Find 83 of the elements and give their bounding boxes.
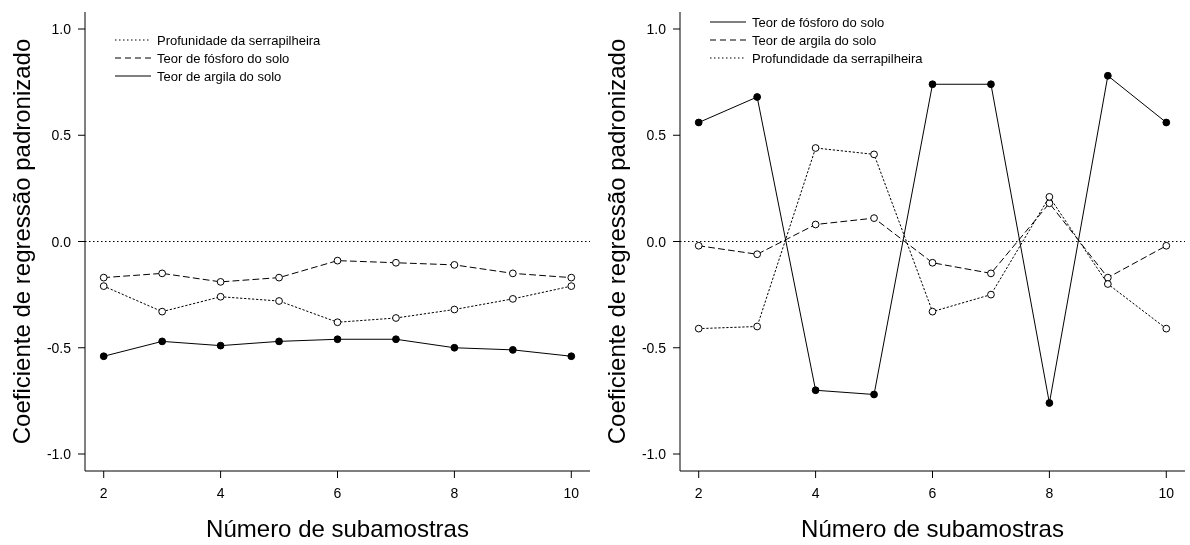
x-tick-label: 10 — [563, 485, 580, 501]
point — [1162, 324, 1171, 333]
point — [870, 150, 878, 159]
point — [1103, 71, 1112, 80]
point — [392, 314, 400, 322]
legend-label: Teor de fósforo do solo — [752, 14, 885, 30]
point — [508, 295, 517, 303]
point — [275, 297, 283, 305]
point — [753, 322, 762, 331]
point — [508, 346, 517, 354]
x-tick-label: 2 — [694, 485, 703, 501]
point — [753, 250, 762, 259]
point — [216, 341, 225, 350]
y-tick-label: 0.0 — [51, 233, 72, 250]
point — [1045, 399, 1054, 407]
point — [567, 273, 576, 282]
x-tick-label: 8 — [1045, 485, 1054, 501]
point — [99, 282, 108, 290]
y-tick-label: 0.5 — [646, 127, 667, 144]
point — [870, 390, 878, 399]
y-tick-label: -1.0 — [641, 446, 667, 462]
point — [158, 307, 167, 316]
point — [275, 337, 283, 346]
legend-label: Teor de fósforo do solo — [157, 50, 290, 66]
point — [392, 258, 400, 267]
point — [99, 273, 108, 282]
point — [567, 282, 576, 290]
x-tick-label: 6 — [333, 485, 342, 501]
y-tick-label: 1.0 — [646, 21, 667, 37]
point — [694, 118, 703, 127]
point — [870, 214, 878, 222]
point — [811, 386, 820, 395]
y-tick-label: -0.5 — [46, 339, 72, 356]
point — [450, 261, 459, 269]
y-tick-label: 0.5 — [51, 127, 72, 144]
point — [928, 307, 937, 316]
point — [99, 352, 108, 361]
point — [811, 220, 820, 229]
y-axis-title: Coeficiente de regressão padronizado — [8, 38, 35, 445]
point — [928, 80, 937, 89]
legend-label: Profunidade da serrapilheira — [157, 32, 322, 48]
point — [333, 335, 342, 344]
point — [158, 337, 167, 346]
point — [694, 324, 703, 333]
point — [1162, 241, 1171, 250]
point — [333, 318, 342, 327]
x-tick-label: 8 — [450, 485, 459, 501]
legend-label: Teor de argila do solo — [752, 32, 877, 48]
x-tick-label: 4 — [811, 485, 820, 501]
point — [987, 290, 995, 299]
point — [333, 256, 342, 265]
point — [1045, 193, 1054, 201]
point — [450, 305, 459, 314]
point — [216, 292, 225, 301]
point — [811, 144, 820, 152]
point — [508, 269, 517, 278]
point — [567, 352, 576, 361]
point — [450, 343, 459, 352]
point — [1103, 280, 1112, 288]
point — [928, 258, 937, 267]
point — [275, 273, 283, 282]
point — [753, 93, 762, 101]
y-tick-label: -1.0 — [46, 446, 72, 462]
point — [1162, 118, 1171, 127]
y-tick-label: -0.5 — [641, 339, 667, 356]
point — [987, 80, 995, 89]
x-tick-label: 2 — [99, 485, 108, 501]
point — [1103, 273, 1112, 282]
x-tick-label: 4 — [216, 485, 225, 501]
point — [216, 278, 225, 286]
legend-label: Teor de argila do solo — [157, 68, 282, 84]
legend-label: Profundidade da serrapilheira — [752, 50, 924, 66]
y-tick-label: 1.0 — [51, 21, 72, 37]
point — [987, 269, 995, 278]
point — [392, 335, 400, 344]
y-tick-label: 0.0 — [646, 233, 667, 250]
point — [158, 269, 167, 278]
y-axis-title: Coeficiente de regressão padronizado — [603, 38, 630, 445]
x-tick-label: 10 — [1158, 485, 1175, 501]
point — [694, 241, 703, 250]
x-axis-title: Número de subamostras — [206, 515, 469, 542]
x-tick-label: 6 — [928, 485, 937, 501]
x-axis-title: Número de subamostras — [801, 515, 1064, 542]
